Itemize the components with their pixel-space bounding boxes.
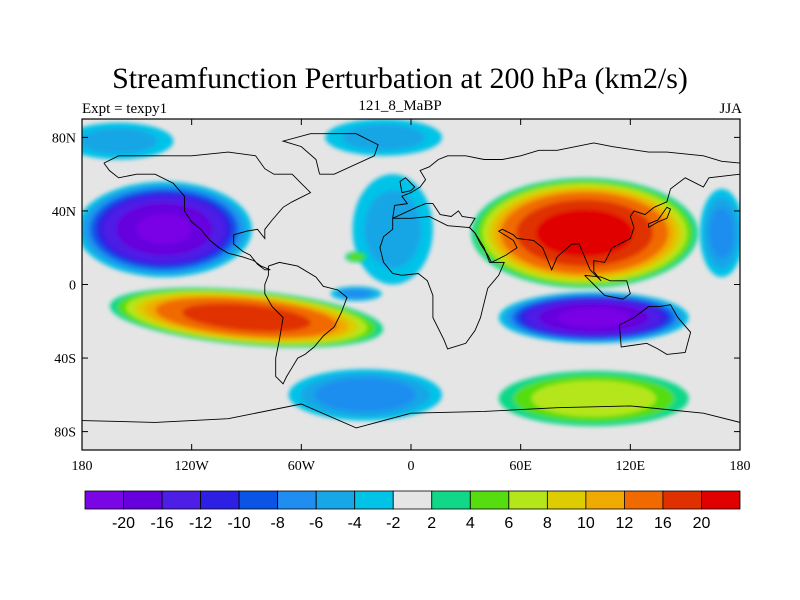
colorbar-swatch	[354, 490, 394, 510]
contour-band	[536, 209, 633, 257]
colorbar-label: 16	[654, 515, 672, 532]
anomaly-1	[109, 287, 384, 348]
coastline-8	[399, 177, 416, 194]
colorbar-label: -4	[348, 515, 362, 532]
contour-band	[82, 128, 158, 155]
contour-fill-layer	[82, 119, 740, 427]
experiment-label: Expt = texpy1	[82, 101, 168, 117]
colorbar-label: -12	[189, 515, 212, 532]
colorbar-label: -6	[309, 515, 323, 532]
colorbar: -20 -16 -12 -10 -8 -6 -4 -2 2 4 6 8 10 12 16 20	[84, 490, 741, 532]
x-tick-label: 180	[730, 459, 751, 474]
coastline-0	[103, 151, 312, 271]
coastline-9	[648, 206, 672, 228]
y-tick-label: 80S	[54, 426, 76, 441]
colorbar-label: -8	[271, 515, 285, 532]
anomaly-3	[498, 291, 689, 344]
colorbar-label: 20	[693, 515, 711, 532]
colorbar-swatch	[508, 490, 548, 510]
x-tick-label: 60E	[509, 459, 532, 474]
coastline-layer	[82, 133, 740, 429]
contour-band	[182, 303, 311, 332]
x-tick-label: 120E	[616, 459, 646, 474]
anomaly-4	[498, 370, 689, 427]
colorbar-swatch	[277, 490, 317, 510]
colorbar-swatch	[238, 490, 279, 510]
x-tick-label: 180	[72, 459, 93, 474]
colorbar-label: -16	[150, 515, 173, 532]
colorbar-swatch	[84, 490, 124, 510]
contour-band	[348, 253, 364, 261]
coastline-5	[82, 403, 740, 429]
contour-band	[324, 381, 407, 409]
colorbar-label: 8	[543, 515, 552, 532]
coastline-6	[281, 133, 379, 175]
colorbar-label: -10	[228, 515, 251, 532]
anomaly-11	[345, 251, 368, 263]
axes-layer: 180 120W 60W 0 60E 120E 180 80N 40N 0 40S 80S	[52, 119, 751, 474]
contour-band	[564, 309, 624, 326]
anomaly-9	[325, 119, 443, 156]
colorbar-label: 6	[504, 515, 513, 532]
x-tick-label: 0	[408, 459, 415, 474]
anomaly-5	[288, 369, 443, 421]
colorbar-swatch	[624, 490, 664, 510]
colorbar-swatch	[161, 490, 201, 510]
x-tick-label: 60W	[288, 459, 316, 474]
chart-title: Streamfunction Perturbation at 200 hPa (…	[112, 62, 688, 95]
colorbar-label: 4	[466, 515, 475, 532]
coastline-7	[584, 274, 631, 300]
colorbar-swatch	[701, 490, 741, 510]
colorbar-swatch	[200, 490, 240, 510]
colorbar-swatch	[585, 490, 625, 510]
coastline-3	[392, 142, 740, 282]
coastline-1	[264, 261, 348, 385]
y-tick-label: 40S	[54, 352, 76, 367]
coastline-4	[618, 304, 692, 355]
colorbar-swatch	[431, 490, 471, 510]
colorbar-swatch	[123, 490, 163, 510]
anomaly-0	[82, 181, 252, 278]
contour-band	[342, 124, 425, 151]
colorbar-label: 2	[427, 515, 436, 532]
x-tick-label: 120W	[175, 459, 210, 474]
contour-band	[531, 380, 656, 417]
colorbar-swatch	[469, 490, 510, 510]
colorbar-swatch	[392, 490, 433, 510]
y-tick-label: 40N	[52, 205, 76, 220]
colorbar-label: 12	[616, 515, 634, 532]
colorbar-swatch	[662, 490, 702, 510]
season-label: JJA	[719, 101, 742, 117]
colorbar-swatch	[315, 490, 356, 510]
anomaly-2	[471, 177, 698, 289]
y-tick-label: 0	[69, 279, 76, 294]
anomaly-7	[330, 286, 382, 302]
colorbar-swatch	[546, 490, 587, 510]
colorbar-label: -2	[386, 515, 400, 532]
anomaly-8	[82, 122, 174, 160]
y-tick-label: 80N	[52, 131, 76, 146]
colorbar-label: -20	[112, 515, 135, 532]
case-label: 121_8_MaBP	[358, 98, 442, 114]
contour-band	[709, 207, 735, 259]
contour-band	[136, 214, 192, 245]
contour-band	[341, 289, 371, 298]
anomaly-10	[699, 188, 740, 278]
colorbar-label: 10	[577, 515, 595, 532]
